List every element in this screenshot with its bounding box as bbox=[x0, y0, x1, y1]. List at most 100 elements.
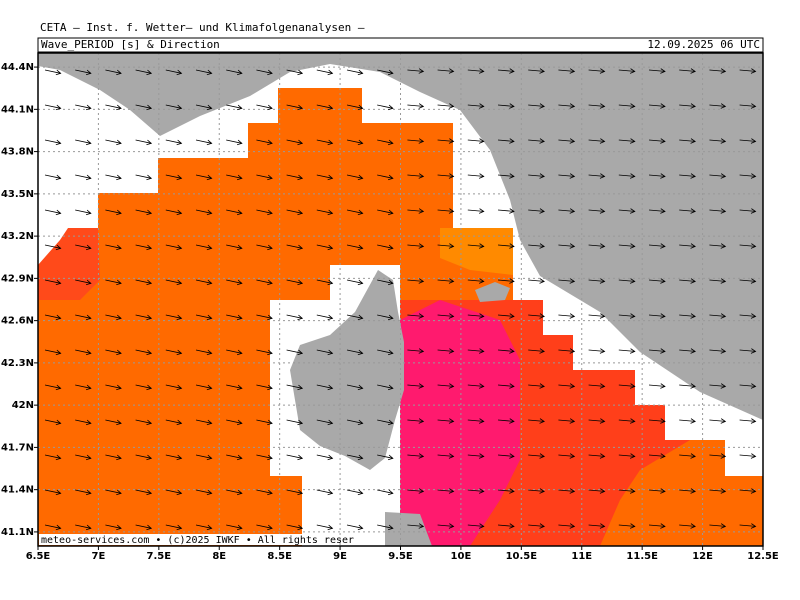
direction-arrow bbox=[286, 69, 304, 76]
arrow-head bbox=[539, 313, 545, 319]
arrow-head bbox=[146, 244, 153, 251]
arrow-head bbox=[418, 383, 425, 389]
arrow-shaft bbox=[377, 244, 393, 249]
arrow-shaft bbox=[588, 349, 605, 352]
arrow-head bbox=[357, 349, 364, 356]
arrow-shaft bbox=[316, 349, 333, 354]
direction-arrow bbox=[165, 419, 183, 426]
arrow-head bbox=[146, 454, 153, 461]
arrow-head bbox=[660, 313, 666, 319]
arrow-head bbox=[599, 173, 606, 179]
arrow-shaft bbox=[195, 209, 212, 214]
arrow-shaft bbox=[256, 489, 273, 494]
arrow-shaft bbox=[407, 489, 424, 492]
direction-arrow bbox=[648, 348, 666, 354]
direction-arrow bbox=[256, 454, 273, 461]
arrow-shaft bbox=[286, 104, 303, 109]
direction-arrow bbox=[558, 208, 576, 214]
arrow-shaft bbox=[648, 244, 665, 247]
arrow-head bbox=[448, 313, 455, 319]
x-tick-label: 9.5E bbox=[388, 551, 413, 562]
direction-arrow bbox=[648, 453, 666, 459]
arrow-shaft bbox=[316, 139, 333, 144]
direction-arrow bbox=[105, 244, 122, 251]
direction-arrow bbox=[105, 314, 122, 321]
direction-arrow bbox=[709, 208, 727, 214]
arrow-shaft bbox=[558, 349, 575, 352]
arrow-head bbox=[236, 244, 243, 251]
direction-arrow bbox=[44, 104, 62, 111]
arrow-shaft bbox=[648, 279, 665, 282]
arrow-head bbox=[387, 244, 394, 251]
arrow-shaft bbox=[195, 419, 212, 424]
direction-arrow bbox=[437, 68, 455, 74]
arrow-shaft bbox=[588, 419, 605, 422]
direction-arrow bbox=[105, 419, 122, 426]
arrow-shaft bbox=[618, 314, 635, 317]
arrow-shaft bbox=[165, 384, 182, 389]
arrow-head bbox=[327, 384, 334, 391]
direction-arrow bbox=[256, 139, 273, 146]
arrow-head bbox=[176, 454, 183, 461]
direction-arrow bbox=[558, 488, 576, 494]
arrow-shaft bbox=[105, 349, 122, 354]
arrow-shaft bbox=[437, 279, 454, 282]
arrow-head bbox=[750, 243, 757, 249]
arrow-shaft bbox=[467, 174, 484, 177]
arrow-shaft bbox=[316, 174, 333, 179]
arrow-shaft bbox=[226, 349, 242, 354]
arrow-shaft bbox=[195, 69, 212, 74]
arrow-head bbox=[629, 453, 636, 459]
arrow-shaft bbox=[165, 524, 182, 529]
y-tick-label: 41.7N bbox=[1, 442, 34, 453]
direction-arrow bbox=[226, 489, 243, 496]
direction-arrow bbox=[437, 138, 455, 144]
arrow-head bbox=[660, 138, 666, 144]
arrow-head bbox=[387, 384, 394, 391]
direction-arrow bbox=[195, 69, 213, 76]
arrow-shaft bbox=[195, 489, 212, 494]
direction-arrow bbox=[195, 384, 213, 391]
arrow-shaft bbox=[497, 314, 514, 317]
arrow-shaft bbox=[377, 174, 393, 179]
arrow-shaft bbox=[256, 384, 273, 389]
direction-arrow bbox=[346, 174, 364, 181]
arrow-head bbox=[357, 104, 364, 111]
direction-arrow bbox=[467, 453, 485, 459]
arrow-head bbox=[267, 174, 273, 181]
direction-arrow bbox=[679, 348, 696, 354]
direction-arrow bbox=[407, 68, 425, 74]
direction-arrow bbox=[558, 383, 576, 389]
arrow-shaft bbox=[377, 419, 393, 424]
arrow-head bbox=[236, 104, 243, 111]
arrow-shaft bbox=[105, 279, 122, 284]
direction-arrow bbox=[739, 243, 757, 249]
direction-arrow bbox=[286, 104, 304, 111]
arrow-head bbox=[357, 384, 364, 391]
arrow-shaft bbox=[286, 314, 303, 319]
arrow-shaft bbox=[739, 104, 756, 107]
arrow-head bbox=[720, 243, 727, 249]
direction-arrow bbox=[346, 104, 364, 111]
direction-arrow bbox=[346, 524, 364, 531]
direction-arrow bbox=[528, 208, 545, 214]
arrow-head bbox=[206, 209, 213, 216]
arrow-shaft bbox=[679, 174, 696, 177]
direction-arrow bbox=[588, 488, 606, 494]
direction-arrow bbox=[44, 209, 62, 216]
arrow-shaft bbox=[135, 489, 152, 494]
arrow-head bbox=[357, 489, 364, 496]
arrow-head bbox=[267, 524, 273, 531]
arrow-shaft bbox=[75, 69, 91, 74]
arrow-head bbox=[176, 69, 183, 76]
direction-arrow bbox=[588, 138, 606, 144]
arrow-head bbox=[569, 208, 576, 214]
arrow-shaft bbox=[256, 69, 273, 74]
arrow-shaft bbox=[165, 139, 182, 144]
direction-arrow bbox=[588, 278, 606, 284]
arrow-shaft bbox=[558, 209, 575, 212]
arrow-head bbox=[448, 103, 455, 109]
arrow-shaft bbox=[165, 419, 182, 424]
direction-arrow bbox=[165, 454, 183, 461]
arrow-shaft bbox=[467, 279, 484, 282]
